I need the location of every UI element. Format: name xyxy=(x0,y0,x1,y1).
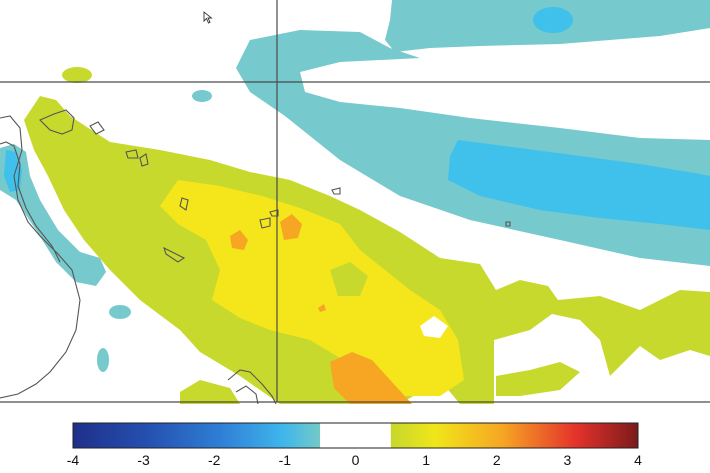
colorbar-tick-label: 4 xyxy=(634,452,642,468)
green-spot-north xyxy=(62,67,92,83)
island-5 xyxy=(259,217,271,229)
colorbar-neutral-segment xyxy=(320,423,391,448)
orange-spot-c xyxy=(318,304,326,312)
colorbar-positive-segment xyxy=(390,423,638,448)
orange-spot-a xyxy=(230,230,248,250)
island-2 xyxy=(125,149,139,159)
green-east-lobe xyxy=(496,362,580,396)
colorbar: -4 -3 -2 -1 0 1 2 3 4 xyxy=(67,422,642,468)
island-3 xyxy=(139,153,149,167)
yellow-gap-1 xyxy=(330,262,368,296)
blue-west-core xyxy=(4,150,22,192)
coastline-south xyxy=(227,369,277,405)
island-9 xyxy=(505,221,511,227)
coastlines xyxy=(0,109,511,405)
island-4 xyxy=(179,197,189,211)
colorbar-frame xyxy=(72,422,639,449)
coastline-west xyxy=(0,115,81,399)
island-7 xyxy=(163,246,186,263)
colorbar-tick-label: -3 xyxy=(137,452,150,468)
orange-south xyxy=(330,352,412,404)
blue-core-east xyxy=(448,140,710,230)
cyan-west-patch xyxy=(0,144,106,286)
island-6 xyxy=(269,209,279,217)
green-main xyxy=(24,96,710,404)
negative-anomaly-region xyxy=(0,0,710,372)
mouse-cursor-icon xyxy=(203,11,213,24)
cyan-spot-2 xyxy=(109,305,131,319)
colorbar-tick-label: 1 xyxy=(422,452,430,468)
coastline-west-inner xyxy=(0,141,61,263)
coastline-south-2 xyxy=(235,385,259,405)
colorbar-tick-label: -2 xyxy=(208,452,221,468)
colorbar-ticks: -4 -3 -2 -1 0 1 2 3 4 xyxy=(67,452,642,468)
green-southwest xyxy=(180,380,240,404)
island-1 xyxy=(89,121,105,135)
anomaly-map xyxy=(0,0,710,405)
coastline-peninsula xyxy=(39,109,75,135)
colorbar-tick-label: 2 xyxy=(493,452,501,468)
colorbar-scale xyxy=(72,422,639,449)
cyan-spot-1 xyxy=(192,90,212,102)
colorbar-tick-label: -4 xyxy=(67,452,80,468)
colorbar-tick-label: 0 xyxy=(352,452,360,468)
colorbar-tick-label: 3 xyxy=(563,452,571,468)
positive-anomaly-region xyxy=(24,67,710,404)
colorbar-tick-label: -1 xyxy=(279,452,292,468)
colorbar-negative-segment xyxy=(73,423,321,448)
orange-spot-b xyxy=(280,214,302,240)
cyan-spot-3 xyxy=(97,348,109,372)
cyan-band-lower-gap xyxy=(310,86,710,136)
white-hole xyxy=(420,316,448,338)
island-8 xyxy=(331,187,341,195)
grid-lines xyxy=(0,0,710,403)
blue-core-north xyxy=(533,7,573,33)
